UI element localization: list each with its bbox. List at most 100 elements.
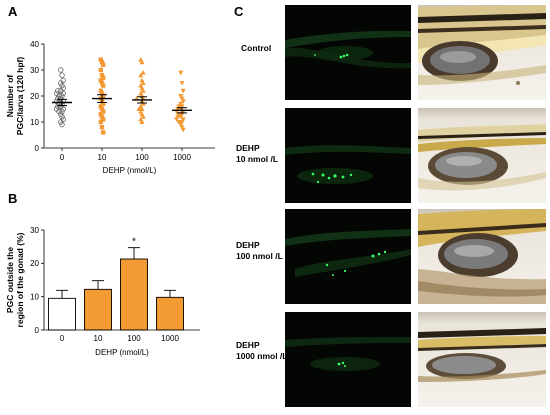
data-point xyxy=(139,59,145,65)
data-point xyxy=(179,96,185,102)
data-point xyxy=(98,112,103,117)
fluorescence-image-dehp-1000 xyxy=(285,312,411,407)
y-tick-label: 40 xyxy=(30,40,39,49)
x-tick-label: 1000 xyxy=(161,334,179,343)
y-tick-label: 30 xyxy=(30,66,39,75)
y-tick-label: 10 xyxy=(30,118,39,127)
data-point xyxy=(140,70,146,75)
x-tick-label: 100 xyxy=(135,153,149,162)
x-tick-label: 10 xyxy=(94,334,103,343)
data-point xyxy=(179,81,185,86)
data-point xyxy=(139,119,145,124)
data-point xyxy=(178,122,184,128)
data-point xyxy=(98,57,103,62)
brightfield-image-dehp-1000 xyxy=(418,312,546,407)
row-label-dehp-100: DEHP 100 nmol /L xyxy=(236,240,283,261)
data-point xyxy=(59,82,65,89)
data-point xyxy=(98,67,103,73)
x-axis-label: DEHP (nmol/L) xyxy=(95,348,149,357)
data-point xyxy=(175,114,181,120)
row-label-dehp-1000: DEHP 1000 nmol /L xyxy=(236,340,288,361)
bar xyxy=(120,258,148,331)
data-point xyxy=(174,117,180,122)
data-point xyxy=(101,109,106,114)
data-point xyxy=(99,114,105,119)
data-point xyxy=(101,101,106,106)
data-point xyxy=(138,72,144,78)
data-point xyxy=(55,88,61,94)
data-point xyxy=(180,88,186,94)
data-point xyxy=(176,120,182,125)
y-tick-label: 20 xyxy=(30,92,39,101)
data-point xyxy=(99,73,105,78)
data-point xyxy=(98,119,103,125)
fluorescence-image-control xyxy=(285,5,411,100)
data-point xyxy=(99,125,105,130)
data-point xyxy=(101,117,106,122)
data-point xyxy=(140,88,146,93)
data-point xyxy=(99,80,105,86)
y-axis-label: PGC outside theregion of the gonad (%) xyxy=(5,232,25,327)
data-point xyxy=(136,106,142,111)
brightfield-image-dehp-10 xyxy=(418,108,546,203)
data-point xyxy=(180,99,186,104)
y-tick-label: 0 xyxy=(35,326,40,335)
panel-label-a: A xyxy=(8,4,18,19)
x-tick-label: 100 xyxy=(127,334,141,343)
data-point xyxy=(179,125,185,130)
significance-asterisk: * xyxy=(132,237,136,248)
data-point xyxy=(101,83,106,88)
data-point xyxy=(60,106,66,112)
data-point xyxy=(59,72,65,78)
x-tick-label: 10 xyxy=(98,153,107,162)
data-point xyxy=(99,106,105,112)
data-point xyxy=(101,130,106,135)
data-point xyxy=(101,93,106,99)
data-point xyxy=(99,60,105,65)
data-point xyxy=(140,114,146,119)
row-label-control: Control xyxy=(241,43,272,53)
data-point xyxy=(178,101,184,107)
x-tick-label: 1000 xyxy=(173,153,191,162)
data-point xyxy=(59,114,65,120)
data-point xyxy=(59,108,65,115)
data-point xyxy=(58,111,64,117)
row-label-dehp-10: DEHP 10 nmol /L xyxy=(236,143,279,164)
data-point xyxy=(98,78,103,83)
x-axis-label: DEHP (nmol/L) xyxy=(103,166,157,175)
panel-label-b: B xyxy=(8,191,18,206)
data-point xyxy=(59,93,65,99)
data-point xyxy=(55,95,61,102)
data-point xyxy=(178,70,184,76)
fluorescence-image-dehp-10 xyxy=(285,108,411,203)
data-point xyxy=(178,94,184,99)
data-point xyxy=(59,121,65,128)
data-point xyxy=(176,104,182,109)
panel-label-c: C xyxy=(234,4,244,19)
bar xyxy=(84,288,112,331)
bar xyxy=(156,296,184,331)
data-point xyxy=(140,80,146,85)
data-point xyxy=(58,119,64,125)
data-point xyxy=(58,80,64,86)
data-point xyxy=(55,103,61,110)
data-point xyxy=(101,62,106,67)
y-tick-label: 20 xyxy=(30,259,39,268)
x-tick-label: 0 xyxy=(60,334,65,343)
data-point xyxy=(98,88,103,93)
chart-a-pgc-count: 0 10 20 30 40 Number ofPGC/larva (120 hpf) DEH… xyxy=(5,40,215,175)
data-point xyxy=(98,104,103,109)
y-tick-label: 10 xyxy=(30,292,39,301)
y-tick-label: 30 xyxy=(30,226,39,235)
bar xyxy=(48,297,76,331)
data-point xyxy=(99,91,105,96)
y-tick-label: 0 xyxy=(35,144,40,153)
data-point xyxy=(180,117,186,122)
fluorescence-image-dehp-100 xyxy=(285,209,411,304)
y-axis-label: Number ofPGC/larva (120 hpf) xyxy=(5,57,25,136)
data-point xyxy=(58,67,64,73)
chart-b-pgc-outside-gonad: 0 10 20 30 PGC outside theregion of the gona… xyxy=(5,226,200,357)
brightfield-image-dehp-100 xyxy=(418,209,546,304)
data-point xyxy=(180,127,186,133)
x-tick-label: 0 xyxy=(60,153,65,162)
